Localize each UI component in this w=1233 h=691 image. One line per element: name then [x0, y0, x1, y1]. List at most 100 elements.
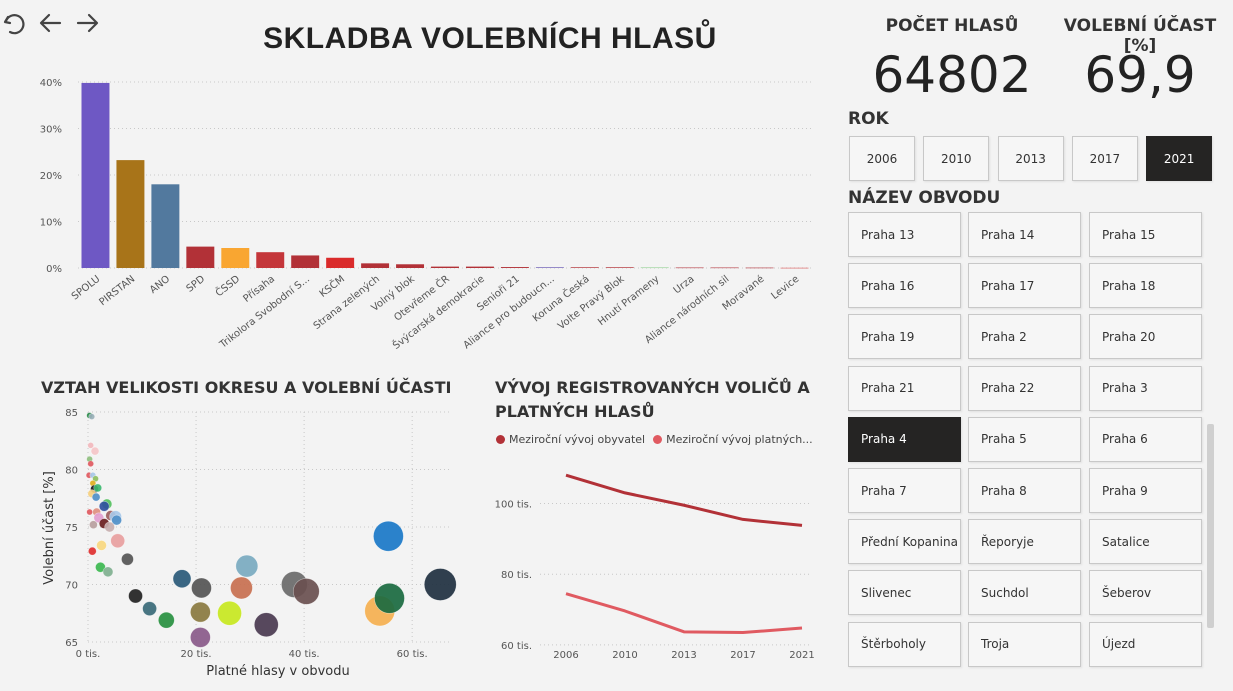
district-option[interactable]: Praha 6	[1089, 416, 1202, 462]
district-option[interactable]: Slivenec	[848, 570, 961, 616]
arrow-right-icon[interactable]	[72, 8, 102, 38]
scatter-point	[111, 514, 122, 526]
scatter-point	[142, 601, 157, 616]
bar-y-tick-label: 0%	[46, 264, 62, 275]
bar-mark	[221, 248, 250, 268]
scatter-x-tick-label: 0 tis.	[76, 649, 101, 660]
undo-icon[interactable]	[0, 8, 30, 38]
bar-mark	[465, 266, 494, 268]
kpi-votes-value: 64802	[872, 46, 1032, 104]
district-option[interactable]: Praha 7	[848, 468, 961, 513]
line-x-tick-label: 2010	[612, 650, 637, 661]
line-x-tick-label: 2017	[730, 650, 755, 661]
bar-category-label: Urza	[672, 274, 697, 297]
scatter-point	[190, 601, 211, 623]
line-x-tick-label: 2021	[789, 650, 814, 661]
scatter-point	[93, 483, 103, 493]
scatter-point	[110, 533, 126, 549]
bar-mark	[326, 257, 355, 268]
bar-y-tick-label: 30%	[40, 125, 62, 136]
bar-category-label: ČSSD	[213, 272, 243, 299]
district-slicer-label: NÁZEV OBVODU	[848, 188, 1001, 208]
year-option-2010[interactable]: 2010	[923, 136, 990, 181]
year-option-2013[interactable]: 2013	[997, 136, 1064, 181]
year-slicer-label: ROK	[848, 109, 889, 129]
district-option[interactable]: Praha 13	[848, 212, 961, 257]
year-option-2017[interactable]: 2017	[1071, 136, 1138, 181]
district-option[interactable]: Praha 14	[968, 212, 1081, 257]
bar-mark	[640, 267, 669, 269]
line-x-tick-label: 2006	[553, 650, 578, 661]
scatter-x-axis-title: Platné hlasy v obvodu	[206, 664, 349, 679]
scatter-y-tick-label: 75	[65, 523, 78, 534]
bar-mark	[570, 267, 599, 268]
bar-mark	[710, 267, 739, 269]
scatter-point	[86, 508, 93, 516]
district-slicer-scrollbar[interactable]	[1207, 424, 1214, 628]
bar-mark	[81, 82, 110, 269]
scatter-point	[104, 521, 115, 533]
kpi-turnout-value: 69,9	[1084, 46, 1196, 104]
bar-category-label: SPOLU	[70, 274, 103, 303]
bar-mark	[291, 255, 320, 268]
bar-mark	[745, 267, 774, 269]
legend-label-valid-votes: Meziroční vývoj platných...	[666, 433, 813, 446]
district-option[interactable]: Praha 8	[968, 468, 1081, 513]
district-option[interactable]: Praha 3	[1089, 365, 1202, 411]
district-option[interactable]: Troja	[968, 621, 1081, 667]
scatter-point	[230, 576, 253, 600]
scatter-point	[374, 583, 405, 614]
scatter-point	[158, 611, 175, 629]
district-option[interactable]: Štěrboholy	[848, 621, 961, 667]
line-series	[565, 592, 803, 635]
district-option[interactable]: Satalice	[1089, 519, 1202, 565]
bar-mark	[431, 266, 459, 268]
district-option[interactable]: Praha 20	[1089, 314, 1202, 360]
bar-y-tick-label: 10%	[40, 218, 62, 229]
legend-dot-population	[496, 435, 505, 444]
scatter-point	[102, 566, 114, 578]
bar-mark	[500, 267, 529, 268]
district-option[interactable]: Suchdol	[968, 570, 1081, 616]
district-option[interactable]: Praha 2	[968, 314, 1081, 360]
district-option[interactable]: Praha 22	[968, 365, 1081, 411]
arrow-left-icon[interactable]	[36, 8, 66, 38]
district-option[interactable]: Praha 15	[1089, 212, 1202, 257]
scatter-point	[87, 442, 95, 449]
district-option[interactable]: Praha 18	[1089, 263, 1202, 309]
scatter-point	[172, 569, 192, 589]
district-option[interactable]: Řeporyje	[968, 519, 1081, 565]
year-option-2006[interactable]: 2006	[849, 136, 915, 181]
bar-mark	[605, 267, 634, 268]
scatter-point	[235, 554, 259, 578]
bar-y-tick-label: 40%	[40, 78, 62, 89]
district-option[interactable]: Praha 21	[848, 365, 961, 411]
scatter-point	[98, 501, 110, 512]
district-option[interactable]: Přední Kopanina	[848, 519, 961, 565]
scatter-y-axis-title: Volební účast [%]	[42, 471, 57, 585]
district-option[interactable]: Újezd	[1089, 621, 1202, 667]
district-option[interactable]: Praha 9	[1089, 468, 1202, 513]
bar-category-label: SPD	[185, 274, 208, 295]
year-option-2021[interactable]: 2021	[1146, 136, 1213, 181]
scatter-point	[90, 446, 100, 456]
scatter-point	[96, 540, 107, 551]
bar-mark	[396, 264, 425, 268]
legend-label-population: Meziroční vývoj obyvatel	[509, 433, 646, 446]
scatter-point	[121, 552, 134, 566]
scatter-point	[217, 600, 242, 626]
scatter-point	[190, 627, 211, 648]
district-option[interactable]: Praha 17	[968, 263, 1081, 309]
scatter-point	[128, 588, 143, 604]
scatter-point	[373, 520, 404, 552]
district-option[interactable]: Praha 5	[968, 416, 1081, 462]
page-title: SKLADBA VOLEBNÍCH HLASŮ	[263, 22, 717, 55]
line-chart-legend: Meziroční vývoj obyvatel Meziroční vývoj…	[496, 433, 813, 446]
scatter-x-tick-label: 60 tis.	[397, 649, 428, 660]
district-option[interactable]: Praha 19	[848, 314, 961, 360]
scatter-x-tick-label: 40 tis.	[289, 649, 320, 660]
district-option[interactable]: Praha 4	[848, 416, 961, 462]
district-option[interactable]: Šeberov	[1089, 570, 1202, 616]
district-option[interactable]: Praha 16	[848, 263, 961, 309]
scatter-y-tick-label: 80	[65, 466, 78, 477]
